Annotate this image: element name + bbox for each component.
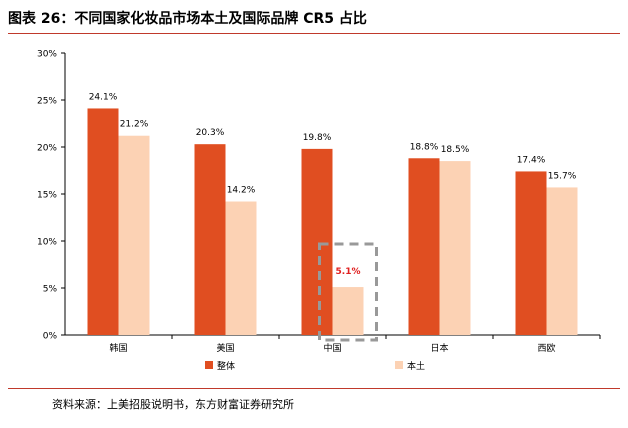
bar-domestic <box>546 187 578 335</box>
bar-domestic <box>118 135 150 335</box>
x-tick-label: 西欧 <box>537 342 555 354</box>
data-label: 18.8% <box>410 142 439 152</box>
bar-chart: 0% 5% 10% 15% 20% 25% 30% 24.1% 21.2% 韩国 20.3% 14.2… <box>37 50 601 372</box>
y-tick-label: 10% <box>37 238 57 248</box>
bar-overall <box>301 148 333 335</box>
bar-overall <box>515 171 547 335</box>
source-note: 资料来源：上美招股说明书，东方财富证券研究所 <box>52 398 294 411</box>
x-tick-label: 日本 <box>430 342 448 354</box>
data-label: 15.7% <box>548 171 577 181</box>
x-tick-label: 美国 <box>216 342 234 354</box>
legend-swatch <box>205 361 213 369</box>
data-label: 24.1% <box>89 92 118 102</box>
bar-domestic <box>439 161 471 335</box>
y-tick-label: 15% <box>37 191 57 201</box>
y-tick-label: 20% <box>37 144 57 154</box>
data-label: 20.3% <box>196 128 225 138</box>
data-label: 18.5% <box>441 145 470 155</box>
source-rule <box>8 388 620 389</box>
bar-domestic <box>225 201 257 335</box>
bar-domestic <box>332 287 364 335</box>
figure-title: 图表 26：不同国家化妆品市场本土及国际品牌 CR5 占比 <box>8 11 367 27</box>
y-tick-label: 0% <box>43 332 58 342</box>
data-label: 14.2% <box>227 186 256 196</box>
title-rule <box>8 33 620 34</box>
data-label: 5.1% <box>336 267 361 277</box>
legend-label: 本土 <box>407 360 425 372</box>
bar-overall <box>194 144 226 335</box>
data-label: 21.2% <box>120 120 149 130</box>
data-label: 19.8% <box>303 133 332 143</box>
highlight-box <box>318 242 378 342</box>
bar-overall <box>87 108 119 336</box>
legend-swatch <box>395 361 403 369</box>
legend-label: 整体 <box>217 360 235 372</box>
y-tick-label: 30% <box>37 50 57 60</box>
bar-overall <box>408 158 440 335</box>
data-label: 17.4% <box>517 155 546 165</box>
x-tick-label: 韩国 <box>109 342 127 354</box>
y-tick-label: 25% <box>37 97 57 107</box>
x-tick-label: 中国 <box>323 342 341 354</box>
y-tick-label: 5% <box>43 285 58 295</box>
